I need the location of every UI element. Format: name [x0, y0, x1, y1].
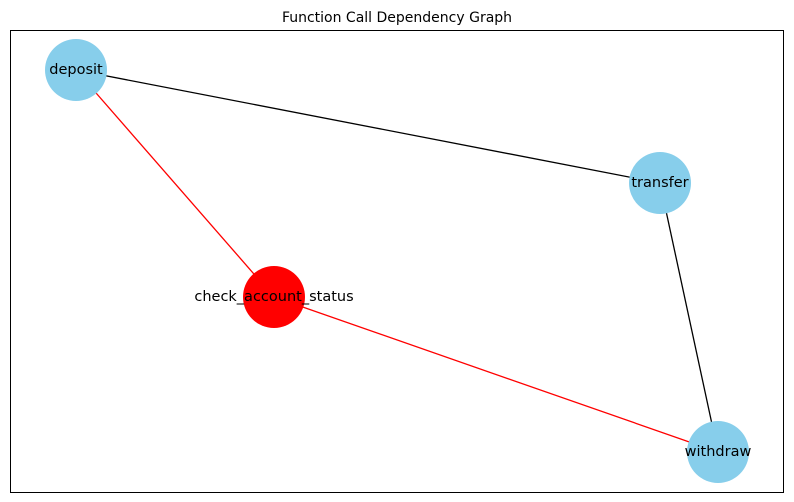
graph-title: Function Call Dependency Graph — [282, 10, 512, 26]
node-check-account-status[interactable]: check_account_status — [194, 266, 354, 328]
node-check-account-status-circle — [243, 266, 305, 328]
edge-deposit-transfer — [75, 69, 661, 184]
edge-check-account-status-withdraw — [273, 296, 719, 453]
edges-layer — [75, 69, 719, 453]
plot-frame — [10, 30, 784, 493]
node-withdraw[interactable]: withdraw — [685, 421, 752, 483]
node-transfer-label: transfer — [631, 175, 688, 191]
node-transfer[interactable]: transfer — [629, 152, 691, 214]
node-withdraw-label: withdraw — [685, 444, 752, 460]
node-deposit-circle — [45, 39, 107, 101]
node-deposit-label: deposit — [49, 62, 103, 78]
edge-transfer-withdraw — [659, 182, 719, 453]
node-transfer-circle — [629, 152, 691, 214]
edge-deposit-check-account-status — [75, 69, 275, 298]
node-check-account-status-label: check_account_status — [194, 289, 353, 305]
node-withdraw-circle — [687, 421, 749, 483]
nodes-layer: deposit transfer check_account_status wi… — [45, 39, 751, 483]
node-deposit[interactable]: deposit — [45, 39, 107, 101]
